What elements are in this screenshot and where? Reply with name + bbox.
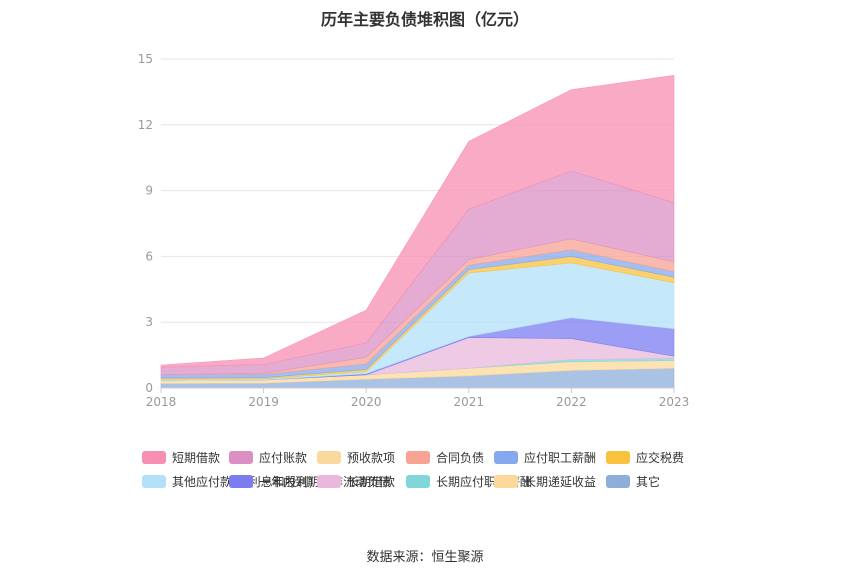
legend-swatch	[142, 450, 166, 464]
legend-item[interactable]: 长期递延收益	[494, 473, 596, 489]
area-series-group	[160, 75, 675, 389]
y-tick-label: 15	[138, 52, 153, 66]
x-tick-label: 2019	[248, 395, 279, 409]
legend-item[interactable]: 其它	[606, 473, 660, 489]
legend-swatch	[229, 450, 253, 464]
legend-swatch	[494, 474, 518, 488]
legend-swatch	[317, 474, 341, 488]
legend-item[interactable]: 合同负债	[406, 449, 484, 465]
legend-label: 预收款项	[347, 450, 396, 465]
legend-swatch	[229, 474, 253, 488]
legend-label: 应付职工薪酬	[524, 450, 597, 465]
legend-label: 短期借款	[172, 450, 221, 465]
legend-label: 应付账款	[259, 450, 308, 465]
legend-label: 应交税费	[636, 450, 685, 465]
y-tick-label: 9	[145, 184, 153, 198]
x-tick-label: 2023	[659, 395, 690, 409]
legend-item[interactable]: 应交税费	[606, 449, 684, 465]
legend-swatch	[406, 474, 430, 488]
legend-swatch	[317, 450, 341, 464]
y-tick-label: 6	[145, 249, 153, 263]
legend-swatch	[494, 450, 518, 464]
stacked-area-chart: 0 3 6 9 12 15 2018 2019 2020 2021 2022 2023	[138, 52, 690, 409]
y-tick-label: 0	[145, 381, 153, 395]
x-tick-label: 2020	[351, 395, 382, 409]
legend-swatch	[606, 474, 630, 488]
axes: 0 3 6 9 12 15 2018 2019 2020 2021 2022 2023	[138, 52, 690, 409]
legend-item[interactable]: 短期借款	[142, 449, 220, 465]
y-tick-label: 12	[138, 118, 153, 132]
y-tick-label: 3	[145, 315, 153, 329]
x-tick-label: 2021	[454, 395, 485, 409]
legend-item[interactable]: 长期借款	[317, 473, 395, 489]
legend-label: 其它	[636, 474, 661, 489]
data-source: 数据来源：恒生聚源	[366, 550, 484, 565]
legend-label: 长期递延收益	[524, 474, 597, 489]
x-tick-label: 2018	[146, 395, 177, 409]
legend-label: 合同负债	[436, 450, 485, 465]
legend-item[interactable]: 应付职工薪酬	[494, 449, 596, 465]
legend-item[interactable]: 预收款项	[317, 449, 395, 465]
legend-swatch	[142, 474, 166, 488]
legend-label: 长期借款	[347, 474, 396, 489]
x-tick-label: 2022	[556, 395, 587, 409]
legend-swatch	[406, 450, 430, 464]
legend-item[interactable]: 应付账款	[229, 449, 307, 465]
legend-swatch	[606, 450, 630, 464]
area-series-短期借款	[160, 75, 675, 368]
chart-title: 历年主要负债堆积图（亿元）	[320, 10, 529, 29]
